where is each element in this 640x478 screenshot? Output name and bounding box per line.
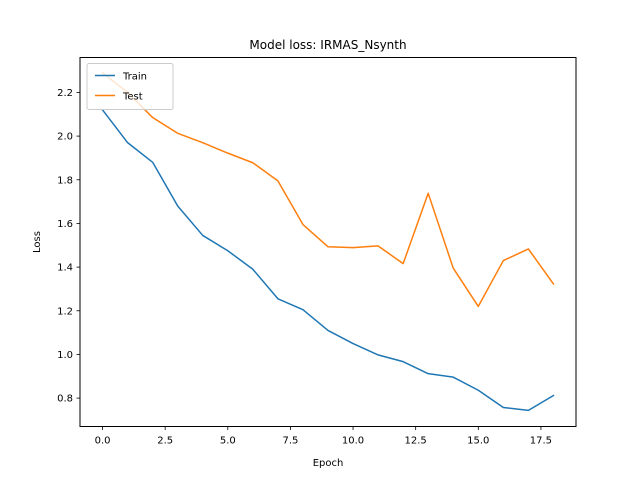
legend-label-test: Test	[122, 92, 143, 103]
y-tick-label: 2.2	[57, 88, 73, 99]
y-tick-label: 1.2	[57, 306, 73, 317]
y-tick-label: 0.8	[57, 394, 73, 405]
y-tick-label: 2.0	[57, 132, 73, 143]
x-axis-title: Epoch	[313, 458, 344, 469]
x-tick-label: 0.0	[95, 436, 111, 447]
plot-frame	[79, 57, 577, 427]
x-axis: 0.0 2.5 5.0 7.5 10.0 12.5 15.0 17.5	[95, 426, 552, 447]
x-tick-label: 5.0	[220, 436, 236, 447]
y-axis: 0.8 1.0 1.2 1.4 1.6 1.8 2.0 2.2	[57, 88, 80, 405]
series-line-train	[101, 108, 555, 412]
x-tick-label: 10.0	[342, 436, 364, 447]
x-tick-label: 12.5	[405, 436, 427, 447]
series-line-test	[101, 71, 555, 308]
x-tick-label: 2.5	[157, 436, 173, 447]
legend: Train Test	[86, 63, 174, 110]
y-tick-label: 1.6	[57, 219, 73, 230]
y-tick-label: 1.0	[57, 350, 73, 361]
y-axis-title: Loss	[32, 231, 43, 253]
legend-box	[86, 63, 174, 110]
x-tick-label: 7.5	[282, 436, 298, 447]
y-tick-label: 1.4	[57, 263, 73, 274]
chart-title: Model loss: IRMAS_Nsynth	[249, 38, 406, 52]
x-tick-label: 17.5	[530, 436, 552, 447]
x-tick-label: 15.0	[467, 436, 489, 447]
plot-area	[101, 71, 555, 412]
y-tick-label: 1.8	[57, 175, 73, 186]
legend-label-train: Train	[122, 72, 147, 83]
